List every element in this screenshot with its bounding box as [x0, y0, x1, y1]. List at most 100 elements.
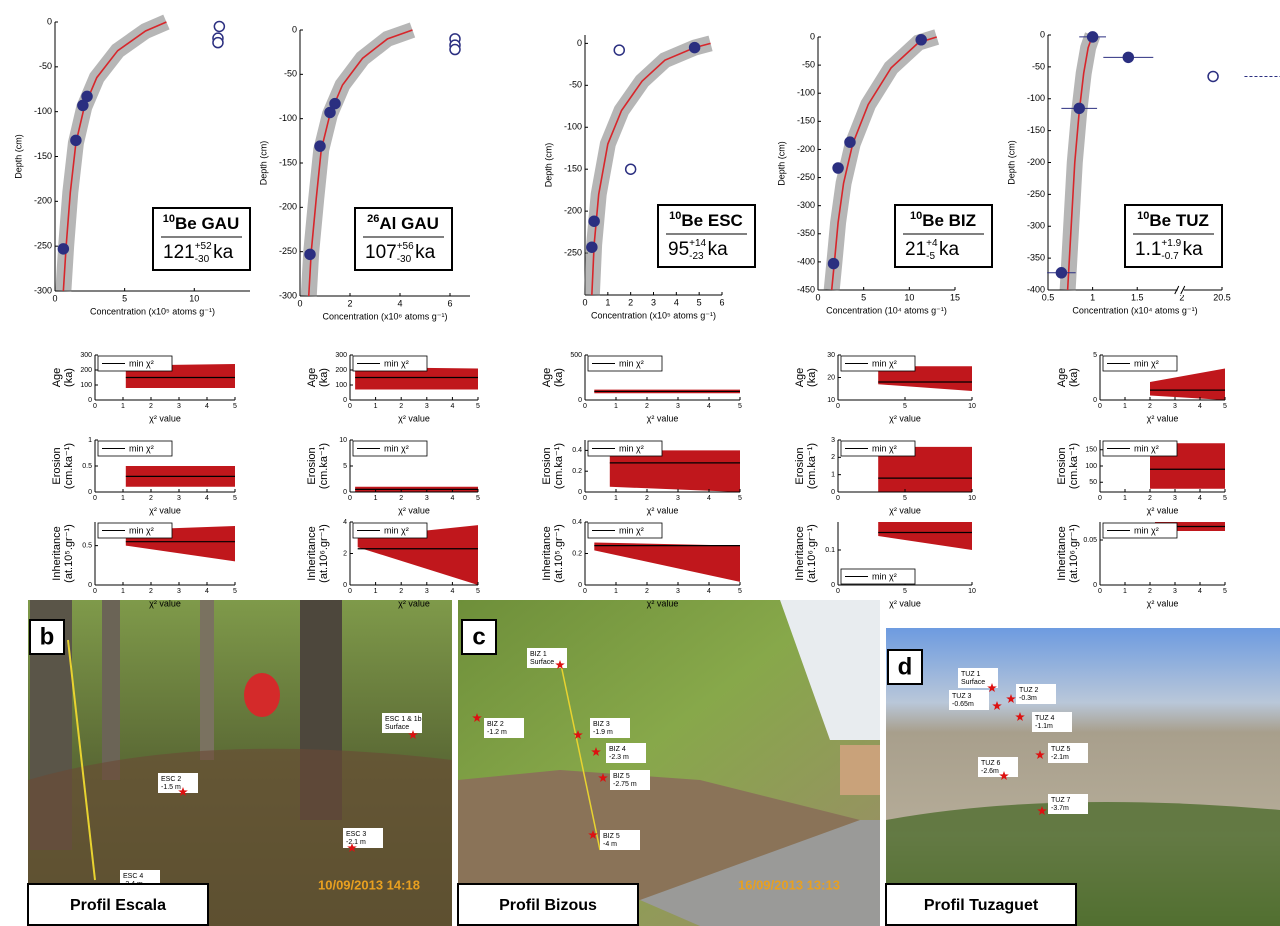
sample-star	[408, 730, 418, 739]
x-tick-label: 2	[149, 588, 153, 595]
x-tick-label: 1.5	[1131, 292, 1144, 302]
caption-box	[885, 883, 1077, 926]
x-tick-label: 0	[93, 588, 97, 595]
x-tick-label: 6	[719, 297, 724, 307]
x-axis-label: χ² value	[889, 505, 921, 515]
y-tick-label: -450	[797, 284, 815, 294]
data-point	[613, 44, 625, 56]
y-tick-label: 0	[343, 582, 347, 589]
model-spread	[55, 14, 170, 292]
x-tick-label: 1	[121, 403, 125, 410]
x-tick-label: 1	[374, 495, 378, 502]
y-axis-label: (at.10⁵.gr⁻¹)	[553, 524, 565, 583]
sample-depth: -2.75 m	[613, 781, 637, 788]
x-tick-label: 10	[968, 495, 976, 502]
x-tick-label: 10	[904, 292, 914, 302]
sample-star	[999, 771, 1009, 780]
y-tick-label: -300	[34, 285, 52, 295]
sample-star	[598, 773, 608, 782]
x-tick-label: 0	[836, 403, 840, 410]
age-unit: ka	[213, 242, 234, 263]
data-point	[832, 162, 844, 174]
x-tick-label: 5	[903, 403, 907, 410]
legend-box	[840, 440, 916, 457]
y-tick-label: -50	[569, 80, 582, 90]
x-tick-label: 2	[1148, 588, 1152, 595]
y-tick-label: -200	[797, 144, 815, 154]
age-minus: -5	[926, 251, 935, 262]
y-axis-label: Depth (cm)	[776, 141, 786, 186]
y-tick-label: -150	[797, 116, 815, 126]
label-box	[657, 204, 756, 268]
age: 21	[905, 239, 926, 260]
age-unit: ka	[1183, 239, 1204, 260]
x-tick-label: 1	[1123, 403, 1127, 410]
sample-name: BIZ 2	[487, 721, 504, 728]
sample-tag	[1016, 684, 1056, 704]
y-axis-label: (cm.ka⁻¹)	[318, 443, 330, 489]
legend-box	[97, 355, 173, 372]
sample-depth: -1.1m	[1035, 723, 1053, 730]
sample-name: TUZ 2	[1019, 687, 1039, 694]
y-axis-label: Depth (cm)	[258, 141, 268, 186]
y-tick-label: 30	[827, 352, 835, 359]
x-axis-label: χ² value	[647, 413, 679, 423]
x-tick-label: 3	[1173, 495, 1177, 502]
x-tick-label: 2	[149, 403, 153, 410]
sample-tag	[958, 668, 998, 688]
sample-tag	[600, 830, 640, 850]
age: 95	[668, 239, 689, 260]
y-tick-label: 100	[1085, 463, 1097, 470]
x-tick-label: 6	[447, 298, 452, 308]
age: 107	[365, 242, 397, 263]
legend-box	[587, 355, 663, 372]
y-tick-label: 0	[1040, 29, 1045, 39]
sample-star	[987, 683, 997, 692]
data-point	[844, 136, 856, 148]
x-tick-label: 1	[121, 588, 125, 595]
x-tick-label: 5	[738, 495, 742, 502]
legend-label: min χ²	[872, 443, 897, 453]
y-tick-label: -150	[34, 151, 52, 161]
data-point	[1073, 102, 1085, 115]
data-point	[1055, 267, 1068, 279]
label-box	[894, 204, 993, 268]
chi2-plot: 0 0.05 0 1 2 3 4 5 min χ² χ² value Inheritance (at.…	[1056, 522, 1227, 608]
y-tick-label: 2	[831, 454, 835, 461]
y-tick-label: 500	[570, 352, 582, 359]
road	[640, 820, 880, 926]
x-axis-label: χ² value	[398, 505, 430, 515]
x-tick-label: 1	[374, 588, 378, 595]
sample-star	[472, 713, 482, 722]
sample-depth: -2.1m	[1051, 754, 1069, 761]
label-box	[354, 207, 453, 271]
y-tick-label: -250	[34, 241, 52, 251]
age-unit: ka	[415, 242, 436, 263]
sample-tag	[484, 718, 524, 738]
sample-depth: -1.9 m	[593, 729, 613, 736]
sample-depth: -1.5 m	[161, 784, 181, 791]
y-tick-label: -250	[797, 172, 815, 182]
label-age: 107+56 -30 ka	[365, 241, 436, 265]
data-point	[588, 215, 600, 227]
solution-cloud	[878, 522, 972, 550]
y-tick-label: 0	[1093, 582, 1097, 589]
sample-star	[588, 830, 598, 839]
x-tick-label: 0	[836, 495, 840, 502]
x-tick-label: 0	[297, 298, 302, 308]
data-point	[314, 140, 326, 152]
sample-name: TUZ 6	[981, 760, 1001, 767]
y-axis-label: (cm.ka⁻¹)	[1068, 443, 1080, 489]
x-tick-label: 2	[1148, 403, 1152, 410]
solution-cloud	[1150, 368, 1225, 400]
x-tick-label: 5	[1223, 403, 1227, 410]
x-tick-label: 3	[425, 588, 429, 595]
y-tick-label: -400	[1027, 284, 1045, 294]
house	[840, 745, 880, 795]
y-tick-label: 0	[578, 489, 582, 496]
y-tick-label: -100	[34, 106, 52, 116]
x-tick-label: 4	[674, 297, 679, 307]
x-tick-label: 2	[1148, 495, 1152, 502]
